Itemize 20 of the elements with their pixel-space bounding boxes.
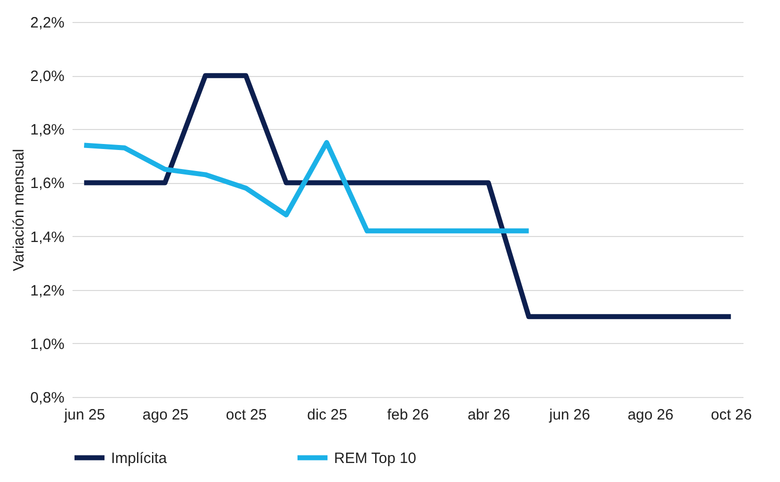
y-axis-title: Variación mensual <box>10 148 28 272</box>
legend-label: Implícita <box>111 450 168 467</box>
x-tick-label: jun 25 <box>63 406 106 424</box>
x-tick-label: oct 25 <box>226 406 267 424</box>
x-tick-label: ago 25 <box>142 406 188 424</box>
x-tick-label: abr 26 <box>468 406 510 424</box>
x-tick-label: dic 25 <box>307 406 348 424</box>
y-tick-label: 2,0% <box>30 68 64 86</box>
x-tick-label: ago 26 <box>628 406 674 424</box>
y-tick-label: 2,2% <box>30 14 64 32</box>
y-tick-label: 1,0% <box>30 336 64 353</box>
y-tick-label: 0,8% <box>30 390 64 406</box>
y-tick-label: 1,6% <box>30 175 64 192</box>
x-tick-label: feb 26 <box>387 406 429 424</box>
x-tick-label: jun 26 <box>548 406 590 424</box>
legend-label: REM Top 10 <box>334 450 416 467</box>
x-tick-label: oct 26 <box>710 406 752 424</box>
y-tick-label: 1,4% <box>30 228 64 246</box>
y-tick-label: 1,8% <box>30 122 64 139</box>
y-tick-label: 1,2% <box>30 282 64 300</box>
